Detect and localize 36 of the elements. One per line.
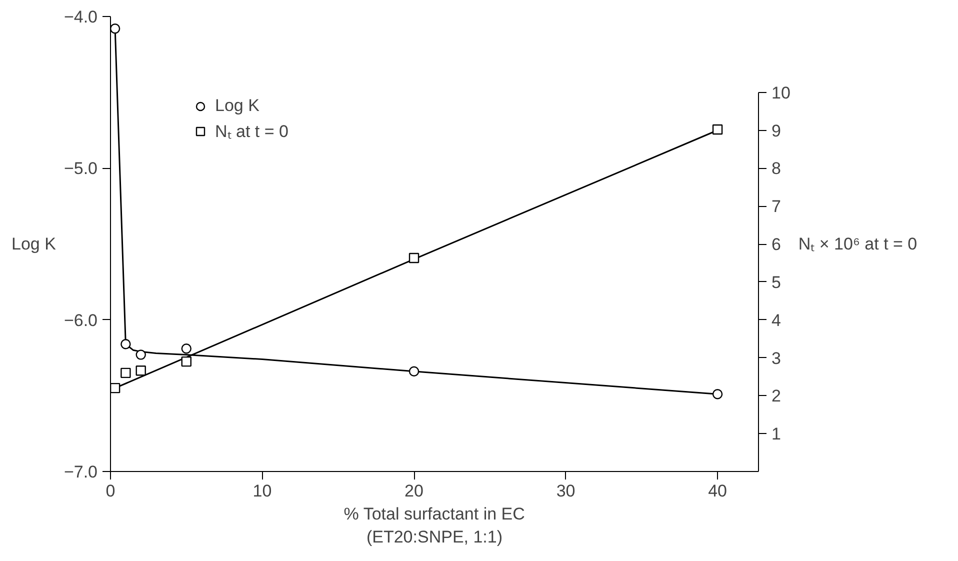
- point: [120, 339, 131, 350]
- point: [120, 368, 131, 378]
- legend-label: Nₜ at t = 0: [215, 121, 288, 142]
- x-tick-label: 20: [404, 482, 424, 500]
- y-tick-label: −5.0: [64, 159, 98, 178]
- y2-tick-label: 6: [772, 235, 781, 254]
- y2-tick-label: 3: [772, 348, 781, 368]
- y2-tick-label: 8: [772, 159, 781, 178]
- y-tick-label: −6.0: [64, 310, 98, 330]
- legend-label: Log K: [215, 96, 260, 116]
- y2-tick-label: 9: [772, 121, 781, 140]
- y2-tick-label: 5: [772, 272, 781, 292]
- y2-tick-label: 2: [772, 386, 781, 406]
- y-axis-title: Log K: [12, 234, 57, 254]
- x-tick-label: 30: [556, 482, 576, 500]
- point: [408, 252, 420, 264]
- point: [712, 124, 723, 135]
- y2-axis-title: Nₜ × 10⁶ at t = 0: [798, 234, 918, 254]
- point: [136, 366, 146, 376]
- y2-tick-label: 4: [772, 310, 781, 330]
- point: [110, 24, 120, 34]
- y2-tick-label: 10: [772, 83, 790, 102]
- y2-tick-label: 7: [772, 197, 781, 216]
- x-tick-label: 0: [106, 482, 116, 500]
- point: [181, 344, 192, 354]
- x-tick-label: 40: [708, 482, 727, 500]
- point: [712, 389, 723, 400]
- point: [136, 350, 146, 360]
- point: [181, 356, 192, 367]
- y-tick-label: −7.0: [64, 462, 98, 482]
- x-tick-label: 10: [252, 482, 272, 500]
- point: [408, 366, 420, 376]
- y-tick-label: −4.0: [64, 8, 98, 26]
- point: [110, 382, 120, 394]
- x-axis-title: % Total surfactant in EC (ET20:SNPE, 1:1): [344, 504, 525, 546]
- y2-tick-label: 1: [772, 424, 781, 444]
